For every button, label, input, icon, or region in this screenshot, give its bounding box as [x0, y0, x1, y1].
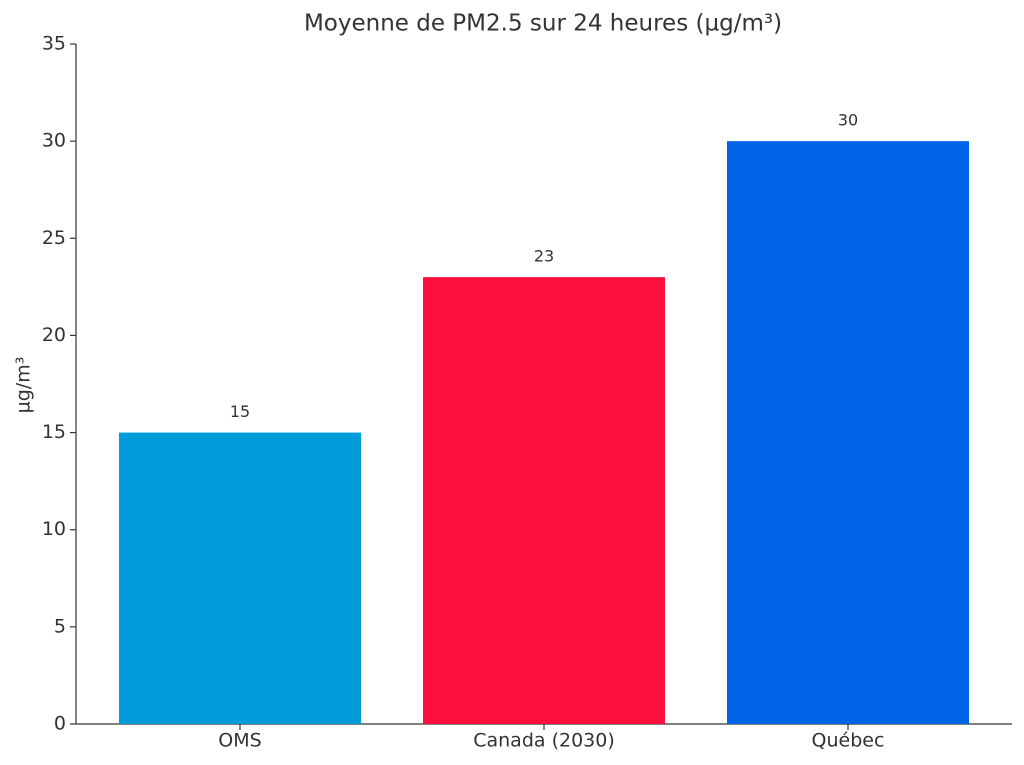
- value-label: 30: [838, 111, 858, 130]
- x-tick-label: OMS: [218, 730, 261, 752]
- value-label: 23: [534, 247, 554, 266]
- y-tick-label: 20: [42, 324, 66, 346]
- bar: [423, 277, 665, 724]
- y-tick-label: 10: [42, 518, 66, 540]
- bar: [727, 141, 969, 725]
- y-tick-label: 30: [42, 130, 66, 152]
- y-tick-label: 15: [42, 421, 66, 443]
- x-tick-label: Canada (2030): [473, 730, 615, 752]
- y-tick-label: 0: [54, 713, 66, 735]
- bar: [119, 432, 361, 724]
- y-axis-label: µg/m³: [13, 357, 35, 414]
- chart-title: Moyenne de PM2.5 sur 24 heures (µg/m³): [304, 11, 782, 37]
- y-tick-label: 5: [54, 615, 66, 637]
- x-tick-label: Québec: [812, 730, 885, 752]
- y-tick-label: 25: [42, 227, 66, 249]
- value-label: 15: [230, 402, 250, 421]
- y-tick-label: 35: [42, 33, 66, 55]
